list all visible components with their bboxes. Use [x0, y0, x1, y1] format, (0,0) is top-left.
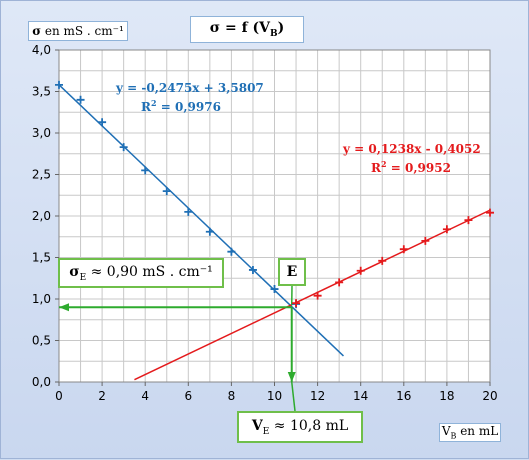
blue-equation: y = -0,2475x + 3,5807: [116, 81, 246, 96]
y-tick-label: 1,5: [32, 251, 51, 265]
x-tick-label: 16: [396, 389, 411, 403]
x-tick-label: 2: [98, 389, 106, 403]
point-e-label-box: E: [278, 258, 306, 286]
x-tick-label: 12: [310, 389, 325, 403]
y-tick-label: 3,5: [32, 85, 51, 99]
x-tick-label: 14: [353, 389, 368, 403]
point-e-label: E: [287, 264, 298, 280]
x-axis-label: VB en mL: [442, 424, 498, 440]
x-tick-label: 18: [439, 389, 454, 403]
y-tick-label: 4,0: [32, 43, 51, 57]
y-tick-label: 2,5: [32, 168, 51, 182]
y-tick-label: 1,0: [32, 292, 51, 306]
blue-equation-label: y = -0,2475x + 3,5807 R2 = 0,9976: [116, 81, 246, 115]
x-tick-label: 8: [228, 389, 236, 403]
red-equation: y = 0,1238x - 0,4052: [343, 142, 479, 157]
x-axis-label-box: VB en mL: [439, 423, 501, 442]
y-tick-label: 0,5: [32, 334, 51, 348]
y-axis-label-box: σ en mS . cm⁻¹: [28, 21, 128, 41]
red-equation-label: y = 0,1238x - 0,4052 R2 = 0,9952: [343, 142, 479, 176]
y-tick-label: 0,0: [32, 375, 51, 389]
sigma-e-label-box: σE ≈ 0,90 mS . cm⁻¹: [58, 258, 224, 288]
v-e-label-box: VE ≈ 10,8 mL: [237, 411, 363, 443]
x-tick-label: 10: [267, 389, 282, 403]
y-tick-label: 2,0: [32, 209, 51, 223]
y-tick-label: 3,0: [32, 126, 51, 140]
sigma-e-label: σE ≈ 0,90 mS . cm⁻¹: [69, 264, 213, 283]
connector-ve: [292, 382, 295, 411]
x-tick-label: 20: [482, 389, 497, 403]
x-tick-label: 4: [141, 389, 149, 403]
red-r2: R2 = 0,9952: [343, 157, 479, 176]
x-tick-label: 0: [55, 389, 63, 403]
v-e-label: VE ≈ 10,8 mL: [252, 418, 348, 437]
y-axis-label: σ en mS . cm⁻¹: [32, 24, 124, 38]
chart-title: σ = f (VB): [210, 20, 284, 39]
chart-title-box: σ = f (VB): [190, 16, 304, 43]
x-tick-label: 6: [184, 389, 192, 403]
blue-r2: R2 = 0,9976: [116, 96, 246, 115]
